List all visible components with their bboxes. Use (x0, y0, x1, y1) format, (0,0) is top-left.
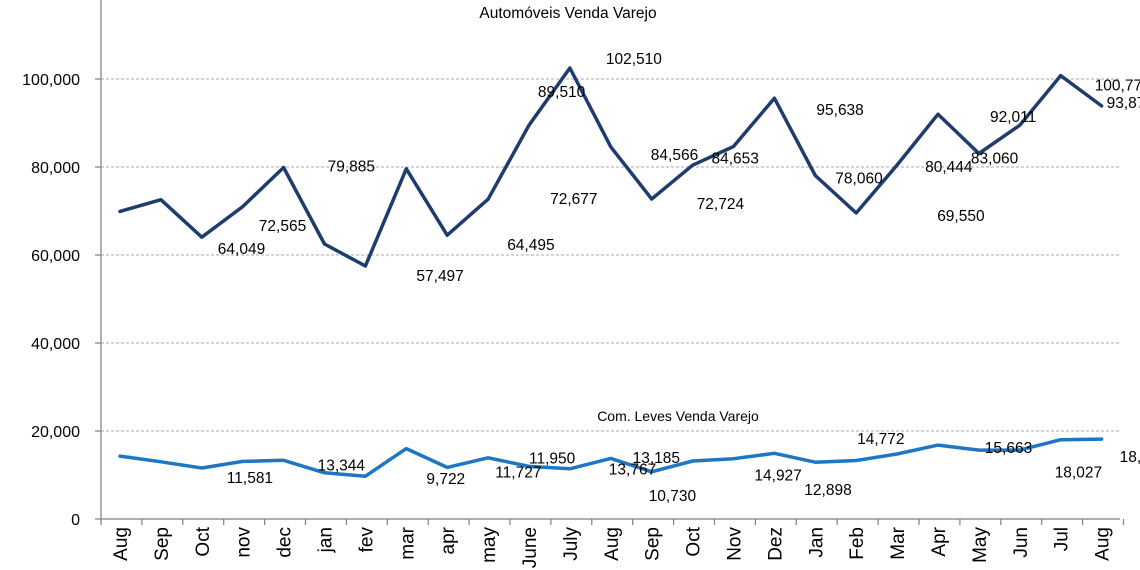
x-tick-label: Apr (929, 526, 950, 556)
data-label: 84,566 (651, 147, 698, 164)
series-title-com-leves: Com. Leves Venda Varejo (597, 408, 759, 424)
x-tick-label: Oct (684, 526, 705, 556)
x-tick-label: fev (356, 527, 377, 553)
data-label: 69,550 (937, 208, 985, 225)
x-tick-label: apr (438, 526, 459, 554)
x-tick-label: Aug (1093, 527, 1114, 561)
data-label: 83,060 (971, 151, 1019, 168)
x-tick-label: June (520, 527, 541, 568)
x-tick-label: nov (234, 527, 255, 558)
x-tick-label: Sep (643, 527, 664, 561)
y-tick-label: 80,000 (31, 160, 80, 177)
data-label: 64,495 (507, 237, 554, 254)
data-label: 80,444 (925, 159, 973, 176)
data-label: 57,497 (416, 268, 463, 285)
data-label: 15,663 (985, 440, 1032, 457)
data-label: 18,166 (1120, 449, 1140, 466)
x-tick-label: Jun (1011, 527, 1032, 558)
data-label: 9,722 (426, 471, 465, 488)
data-label: 14,772 (857, 431, 904, 448)
x-tick-label: Nov (725, 527, 746, 561)
data-label: 79,885 (328, 159, 375, 176)
data-label: 11,727 (495, 464, 541, 481)
data-label: 13,185 (633, 450, 680, 467)
x-tick-label: Sep (152, 527, 173, 561)
data-label: 72,565 (259, 218, 306, 235)
data-label: 14,927 (754, 467, 801, 484)
series-line-automoveis (118, 66, 1104, 268)
y-tick-label: 20,000 (31, 424, 80, 441)
data-label: 11,950 (529, 450, 576, 467)
x-tick-label: Feb (847, 527, 868, 560)
x-tick-label: Mar (888, 526, 909, 559)
x-tick-label: dec (275, 527, 296, 558)
data-label: 89,510 (538, 84, 586, 101)
x-tick-label: Aug (602, 527, 623, 561)
x-tick-label: May (970, 527, 991, 563)
y-tick-label: 0 (71, 512, 80, 529)
data-label: 92,011 (990, 109, 1036, 126)
data-label: 84,653 (712, 151, 759, 168)
data-label: 93,876 (1107, 95, 1140, 112)
data-label: 95,638 (816, 102, 863, 119)
y-tick-label: 60,000 (31, 248, 80, 265)
data-label: 11,581 (227, 470, 273, 487)
x-tick-label: July (561, 527, 582, 561)
y-tick-label: 100,000 (22, 72, 80, 89)
x-tick-label: jan (316, 527, 337, 553)
data-label: 64,049 (218, 241, 265, 258)
series-line-com-leves (118, 437, 1104, 478)
data-label: 78,060 (835, 171, 883, 188)
y-tick-label: 40,000 (31, 336, 80, 353)
data-label: 13,767 (609, 461, 656, 478)
x-tick-label: Dez (765, 527, 786, 561)
data-label: 12,898 (804, 482, 851, 499)
x-tick-label: Jan (806, 527, 827, 558)
data-label: 18,027 (1055, 465, 1102, 482)
series-title-automoveis: Automóveis Venda Varejo (479, 5, 656, 22)
x-tick-label: Oct (193, 526, 214, 556)
x-tick-label: mar (397, 526, 418, 559)
data-label: 102,510 (606, 51, 662, 68)
x-tick-label: Jul (1052, 527, 1073, 551)
x-tick-label: Aug (111, 527, 132, 561)
data-label: 10,730 (649, 488, 697, 505)
x-tick-label: may (479, 527, 500, 563)
data-label: 100,775 (1095, 78, 1140, 95)
data-label: 72,677 (550, 191, 597, 208)
data-label: 72,724 (697, 196, 745, 213)
data-label: 13,344 (318, 457, 366, 474)
